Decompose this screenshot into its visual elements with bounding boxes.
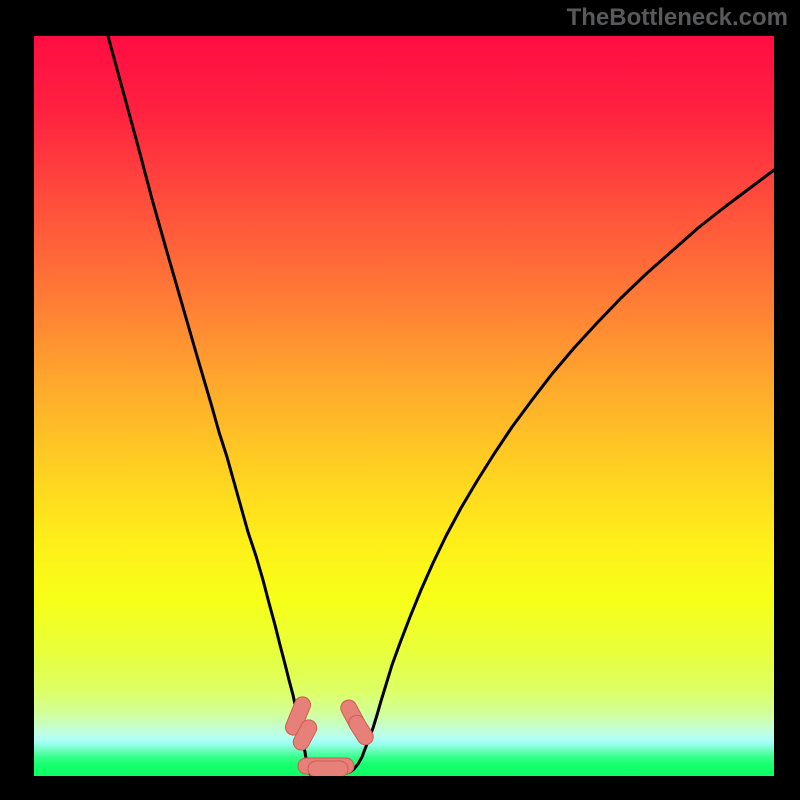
bottleneck-curve-chart [34, 36, 774, 776]
chart-container: TheBottleneck.com [0, 0, 800, 800]
watermark-text: TheBottleneck.com [567, 4, 788, 32]
marker-capsule [308, 761, 348, 776]
gradient-background [34, 36, 774, 776]
